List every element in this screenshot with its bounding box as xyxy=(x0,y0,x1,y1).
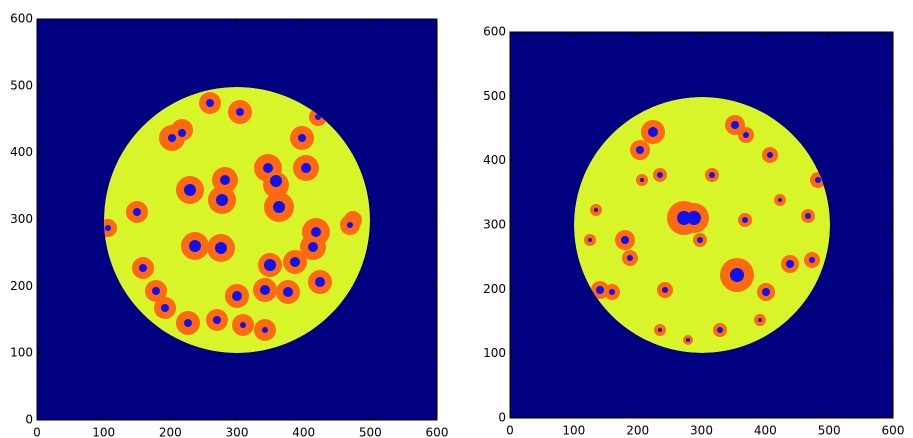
x-tick-label: 0 xyxy=(33,426,41,438)
x-tick-label: 200 xyxy=(159,426,182,438)
x-tick-label: 200 xyxy=(626,424,649,438)
y-tick-label: 200 xyxy=(483,282,506,296)
x-tick-label: 100 xyxy=(92,426,115,438)
x-tick-label: 300 xyxy=(226,426,249,438)
y-tick-label: 300 xyxy=(10,212,33,226)
x-tick-label: 600 xyxy=(426,426,449,438)
x-tick-label: 500 xyxy=(818,424,841,438)
sphere xyxy=(574,97,830,353)
y-tick-label: 500 xyxy=(483,89,506,103)
y-tick-label: 300 xyxy=(483,218,506,232)
y-tick-label: 100 xyxy=(10,346,33,360)
y-tick-label: 200 xyxy=(10,279,33,293)
sphere xyxy=(104,87,370,353)
y-tick-label: 0 xyxy=(25,413,33,427)
y-tick-label: 400 xyxy=(10,145,33,159)
x-tick-label: 600 xyxy=(882,424,905,438)
x-tick-label: 300 xyxy=(690,424,713,438)
y-tick-label: 600 xyxy=(483,25,506,39)
x-tick-label: 0 xyxy=(506,424,514,438)
x-tick-label: 400 xyxy=(292,426,315,438)
x-tick-label: 100 xyxy=(562,424,585,438)
y-tick-label: 600 xyxy=(10,12,33,26)
y-tick-label: 100 xyxy=(483,346,506,360)
y-tick-label: 400 xyxy=(483,153,506,167)
y-tick-label: 500 xyxy=(10,78,33,92)
y-tick-label: 0 xyxy=(498,411,506,425)
x-tick-label: 500 xyxy=(359,426,382,438)
x-tick-label: 400 xyxy=(754,424,777,438)
